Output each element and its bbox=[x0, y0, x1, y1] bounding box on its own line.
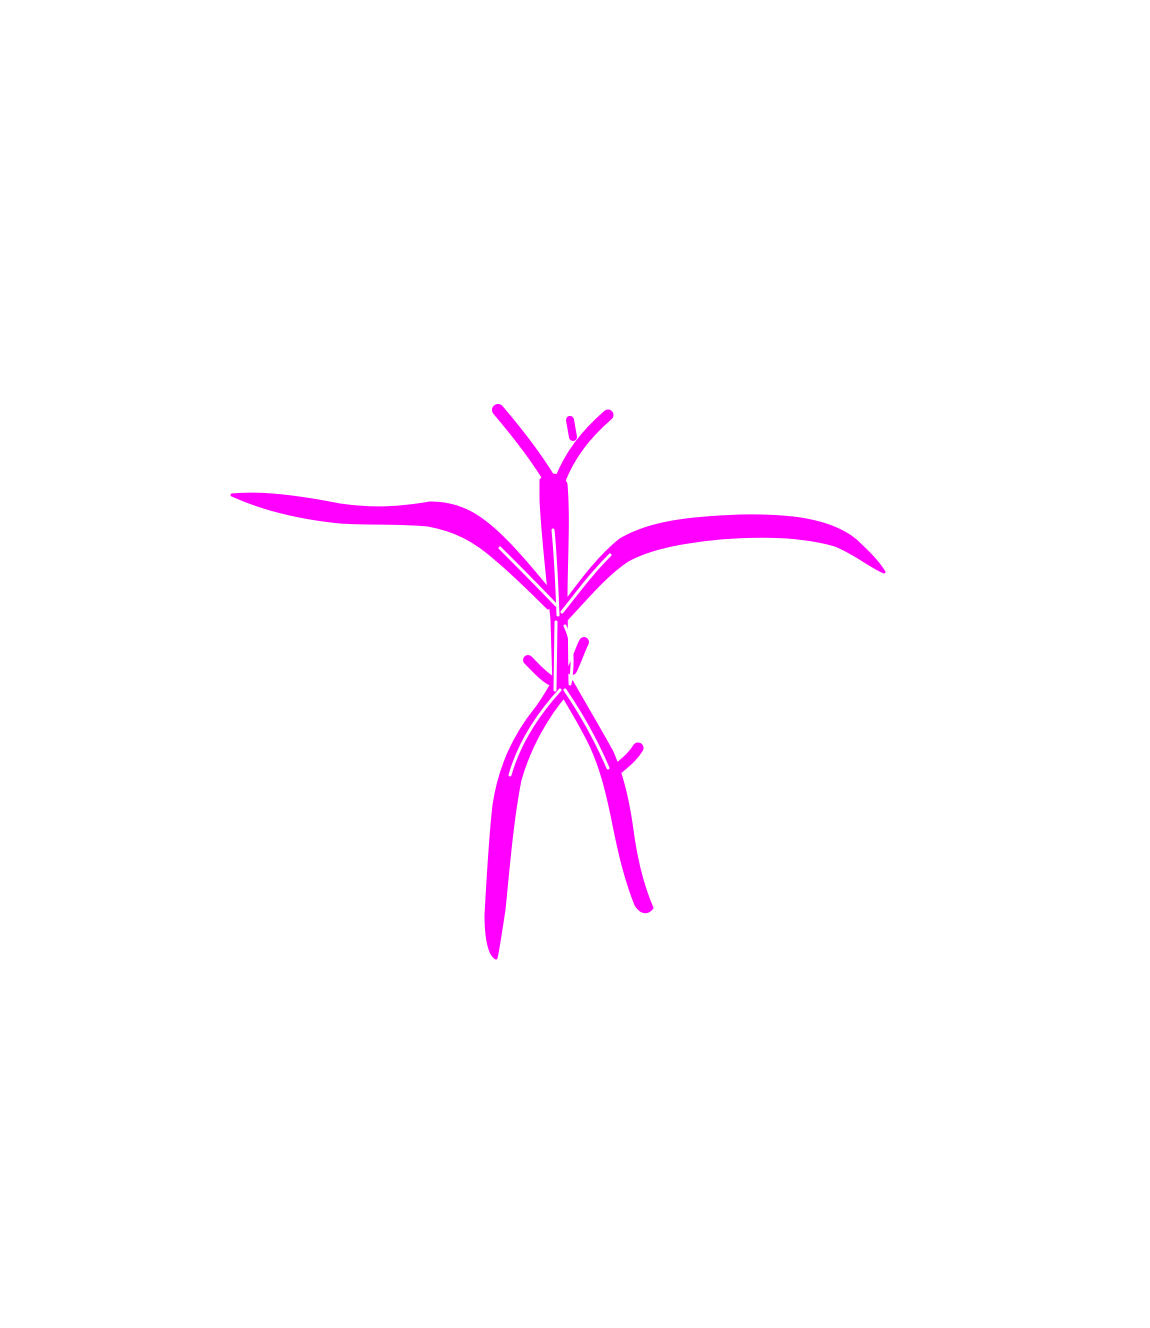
head-right-horn bbox=[554, 409, 614, 486]
left-arm-highlight bbox=[498, 546, 558, 607]
left-leg bbox=[484, 682, 568, 960]
right-arm bbox=[556, 514, 886, 622]
hip-highlight-right bbox=[563, 624, 574, 686]
head-right-twig bbox=[566, 416, 577, 441]
right-hip-twig bbox=[567, 637, 589, 675]
right-knee-twig bbox=[608, 742, 644, 778]
right-leg bbox=[558, 680, 654, 914]
left-hip-twig bbox=[523, 655, 555, 685]
left-arm bbox=[230, 492, 558, 610]
head-left-horn bbox=[492, 404, 556, 486]
left-leg-highlight bbox=[508, 688, 562, 777]
right-arm-highlight bbox=[560, 553, 612, 614]
right-leg-highlight bbox=[563, 688, 610, 770]
hip-highlight-left bbox=[553, 620, 558, 692]
torso-highlight bbox=[551, 528, 560, 617]
